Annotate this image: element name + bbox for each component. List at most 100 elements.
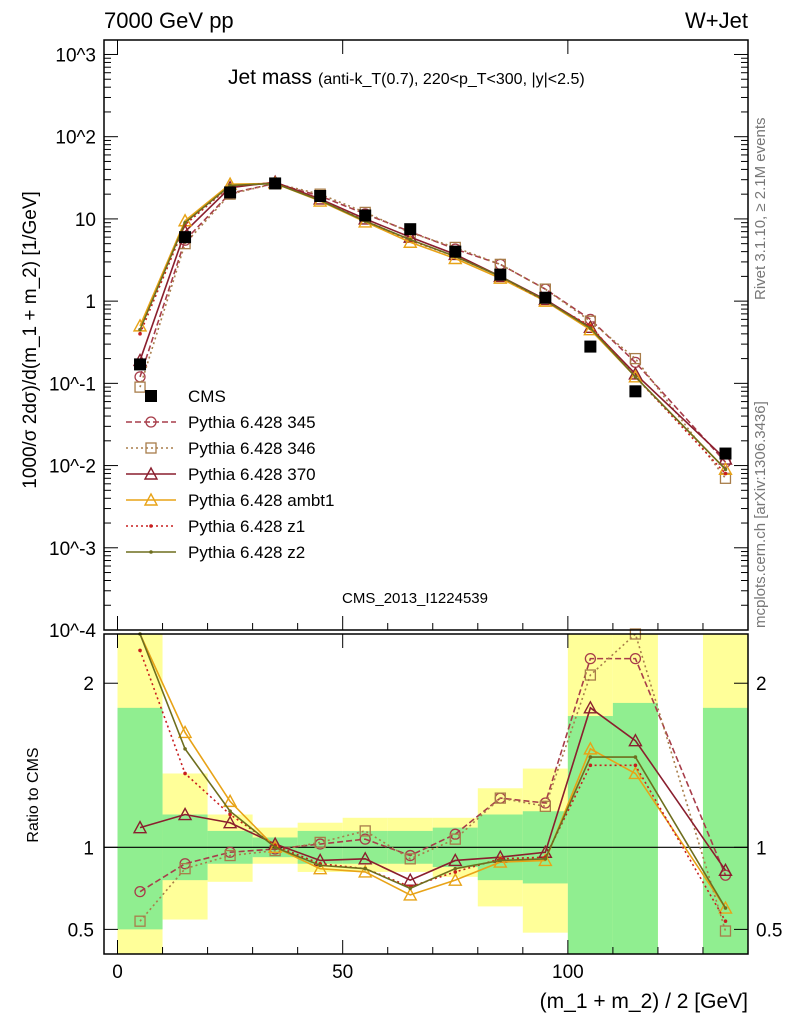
x-tick-label: 50 xyxy=(332,962,353,983)
legend-marker-p345 xyxy=(145,416,157,428)
data-point-data xyxy=(359,209,372,222)
ratio-point-ambt1 xyxy=(718,900,733,914)
header-right: W+Jet xyxy=(685,8,748,33)
ratio-tick-label-right: 1 xyxy=(756,838,767,859)
data-point-data xyxy=(179,231,192,244)
legend-label-z1: Pythia 6.428 z1 xyxy=(188,517,305,536)
data-point-ambt1 xyxy=(628,369,643,383)
ratio-point-p345 xyxy=(584,652,597,665)
ratio-point-z2 xyxy=(543,857,548,861)
ratio-point-p346 xyxy=(359,825,371,837)
ratio-point-z1 xyxy=(183,771,187,776)
data-point-z2 xyxy=(408,237,413,242)
ratio-point-p346 xyxy=(584,669,597,681)
ratio-point-p370 xyxy=(448,852,463,867)
data-point-data xyxy=(494,268,507,281)
ratio-point-p346 xyxy=(719,925,732,937)
watermark: CMS_2013_I1224539 xyxy=(342,590,488,607)
data-point-z1 xyxy=(723,471,728,476)
x-axis-label: (m_1 + m_2) / 2 [GeV] xyxy=(540,990,748,1013)
ratio-point-p345 xyxy=(134,885,146,898)
ratio-point-z2 xyxy=(723,906,728,910)
ratio-point-z2 xyxy=(228,809,232,814)
data-point-data xyxy=(584,340,597,353)
ratio-point-p346 xyxy=(224,849,236,862)
plot-title-detail: (anti-k_T(0.7), 220<p_T<300, |y|<2.5) xyxy=(318,71,585,88)
uncertainty-band-inner xyxy=(612,702,658,954)
ratio-tick-label-right: 0.5 xyxy=(756,920,782,941)
ratio-tick-label-left: 0.5 xyxy=(68,920,94,941)
ratio-point-z1 xyxy=(633,763,638,768)
y-axis-label: 1000/σ 2dσ)/d(m_1 + m_2) [1/GeV] xyxy=(20,191,41,489)
side-label-mcplots: mcplots.cern.ch [arXiv:1306.3436] xyxy=(752,401,769,628)
x-tick-label: 0 xyxy=(112,962,123,983)
y-tick-label: 10^2 xyxy=(55,128,96,149)
data-point-p346 xyxy=(134,381,146,393)
uncertainty-band-inner xyxy=(567,716,613,954)
legend-marker-p346 xyxy=(145,442,157,454)
legend-marker-z1 xyxy=(149,524,153,528)
ratio-point-z1 xyxy=(453,870,458,874)
ratio-point-p370 xyxy=(177,807,193,821)
ratio-line-p345 xyxy=(139,657,727,893)
legend-label-z2: Pythia 6.428 z2 xyxy=(188,543,305,562)
legend-marker-z2 xyxy=(149,550,153,554)
data-point-z2 xyxy=(723,467,728,472)
ratio-y-axis-label: Ratio to CMS xyxy=(25,747,42,842)
data-point-data xyxy=(134,358,147,371)
ratio-point-z2 xyxy=(453,866,458,871)
header-left: 7000 GeV pp xyxy=(104,8,234,33)
ratio-point-p346 xyxy=(179,863,191,875)
legend-label-data: CMS xyxy=(188,387,226,406)
legend-marker-data xyxy=(145,390,157,402)
y-tick-label: 10^-4 xyxy=(49,621,96,642)
ratio-point-ambt1 xyxy=(267,839,283,854)
data-point-data xyxy=(269,177,282,190)
ratio-tick-label-left: 2 xyxy=(83,674,94,695)
ratio-point-ambt1 xyxy=(538,852,553,867)
ratio-point-p370 xyxy=(132,820,148,834)
data-point-data xyxy=(629,385,642,398)
ratio-point-ambt1 xyxy=(177,724,193,739)
y-tick-label: 10 xyxy=(75,210,96,231)
legend-label-ambt1: Pythia 6.428 ambt1 xyxy=(188,491,334,510)
ratio-tick-label-right: 2 xyxy=(756,674,767,695)
legend-label-p346: Pythia 6.428 346 xyxy=(188,439,316,458)
data-point-z2 xyxy=(633,375,638,379)
data-point-z2 xyxy=(228,183,232,188)
ratio-point-z2 xyxy=(408,886,413,891)
ratio-point-ambt1 xyxy=(628,766,643,780)
ratio-line-p346 xyxy=(139,632,727,932)
ratio-point-p370 xyxy=(583,700,598,714)
ratio-point-ambt1 xyxy=(358,864,373,878)
ratio-point-p346 xyxy=(404,853,416,865)
ratio-point-z1 xyxy=(228,812,232,817)
data-point-data xyxy=(404,223,417,236)
ratio-point-z2 xyxy=(498,858,503,863)
ratio-point-z2 xyxy=(318,863,322,868)
data-point-p345 xyxy=(494,258,506,271)
main-frame xyxy=(103,39,749,631)
ratio-point-z2 xyxy=(183,747,187,751)
legend-marker-p370 xyxy=(143,466,159,480)
ratio-tick-label-left: 1 xyxy=(83,838,94,859)
y-tick-label: 10^-1 xyxy=(49,374,96,395)
ratio-point-p345 xyxy=(359,833,371,845)
x-tick-label: 100 xyxy=(552,962,584,983)
legend-label-p370: Pythia 6.428 370 xyxy=(188,465,316,484)
data-point-z2 xyxy=(138,327,142,332)
legend-label-p345: Pythia 6.428 345 xyxy=(188,413,316,432)
ratio-point-p346 xyxy=(314,836,326,849)
ratio-line-p370 xyxy=(139,706,727,882)
legend-marker-ambt1 xyxy=(143,492,159,506)
data-point-data xyxy=(314,189,327,202)
data-point-data xyxy=(224,186,237,199)
ratio-point-ambt1 xyxy=(403,887,418,901)
plot-title-main: Jet mass xyxy=(228,66,312,89)
y-tick-label: 10^-3 xyxy=(49,539,96,560)
data-point-data xyxy=(719,447,732,460)
ratio-point-p370 xyxy=(222,815,238,829)
ratio-point-z2 xyxy=(588,755,593,759)
ratio-point-p345 xyxy=(629,652,642,665)
